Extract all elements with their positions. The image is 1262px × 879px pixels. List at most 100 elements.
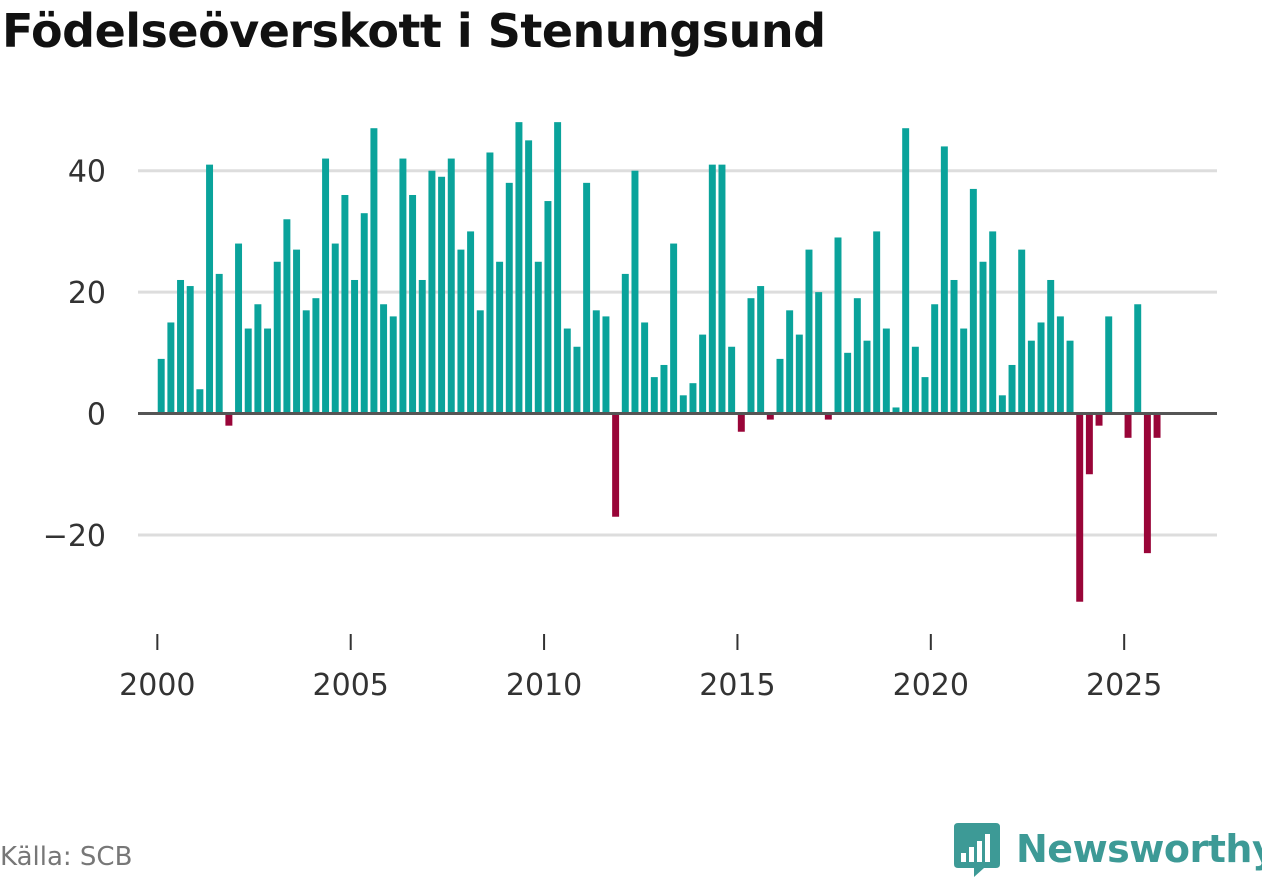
bar bbox=[612, 413, 620, 517]
x-tick-label: 2025 bbox=[1086, 668, 1162, 703]
bar bbox=[670, 243, 678, 414]
bar bbox=[892, 407, 900, 414]
y-tick-label: 0 bbox=[87, 398, 106, 433]
bar bbox=[699, 334, 707, 414]
bar bbox=[215, 273, 223, 414]
bar bbox=[998, 395, 1006, 414]
bar bbox=[331, 243, 339, 414]
bar bbox=[1085, 413, 1093, 475]
bar bbox=[747, 298, 755, 414]
bar bbox=[476, 310, 484, 414]
bars bbox=[157, 122, 1161, 602]
bar bbox=[786, 310, 794, 414]
bar bbox=[766, 413, 774, 420]
bar bbox=[554, 122, 562, 414]
bar bbox=[177, 279, 185, 414]
y-tick-label: −20 bbox=[43, 519, 106, 554]
x-tick-label: 2010 bbox=[506, 668, 582, 703]
bar bbox=[621, 273, 629, 414]
source-note: Källa: SCB bbox=[0, 842, 133, 872]
bar bbox=[1056, 316, 1064, 414]
bar bbox=[592, 310, 600, 414]
bar bbox=[1027, 340, 1035, 414]
bar bbox=[380, 304, 388, 414]
x-tick-label: 2000 bbox=[119, 668, 195, 703]
bar bbox=[679, 395, 687, 414]
bar bbox=[1124, 413, 1132, 438]
bar bbox=[718, 164, 726, 414]
bar bbox=[1143, 413, 1151, 554]
bar bbox=[950, 279, 958, 414]
bar bbox=[641, 322, 649, 414]
bar bbox=[341, 194, 349, 414]
bar bbox=[496, 261, 504, 414]
y-tick-label: 20 bbox=[68, 276, 106, 311]
bar bbox=[254, 304, 262, 414]
x-axis: 2000 2005 2010 2015 2020 2025 bbox=[119, 634, 1162, 703]
bar bbox=[196, 389, 204, 414]
bar bbox=[544, 201, 552, 414]
bar bbox=[882, 328, 890, 414]
bar bbox=[931, 304, 939, 414]
x-tick-label: 2015 bbox=[699, 668, 775, 703]
bar bbox=[1018, 249, 1026, 414]
bar bbox=[583, 182, 591, 414]
bar bbox=[1134, 304, 1142, 414]
bar bbox=[235, 243, 243, 414]
bar bbox=[360, 213, 368, 414]
bar bbox=[602, 316, 610, 414]
bar bbox=[689, 383, 697, 414]
bar bbox=[911, 346, 919, 414]
bar bbox=[834, 237, 842, 414]
bar bbox=[302, 310, 310, 414]
bar bbox=[264, 328, 272, 414]
bar bbox=[1008, 364, 1016, 414]
bar bbox=[1047, 279, 1055, 414]
brand-logo: Newsworthy bbox=[952, 820, 1262, 878]
bar bbox=[824, 413, 832, 420]
bar bbox=[428, 170, 436, 414]
bar bbox=[1076, 413, 1084, 602]
x-tick-label: 2020 bbox=[893, 668, 969, 703]
bar bbox=[438, 176, 446, 414]
bar bbox=[969, 188, 977, 414]
bar bbox=[708, 164, 716, 414]
y-tick-label: 40 bbox=[68, 155, 106, 190]
bar bbox=[960, 328, 968, 414]
bar bbox=[534, 261, 542, 414]
bar bbox=[650, 377, 658, 414]
bar bbox=[902, 128, 910, 414]
bar bbox=[863, 340, 871, 414]
bar bbox=[1037, 322, 1045, 414]
bar bbox=[844, 352, 852, 414]
bar bbox=[631, 170, 639, 414]
bar bbox=[873, 231, 881, 414]
bar bbox=[206, 164, 214, 414]
bar bbox=[225, 413, 233, 426]
bar bbox=[921, 377, 929, 414]
bar bbox=[563, 328, 571, 414]
bar bbox=[486, 152, 494, 414]
bar bbox=[776, 358, 784, 414]
bar bbox=[167, 322, 175, 414]
bar bbox=[457, 249, 465, 414]
x-tick-label: 2005 bbox=[313, 668, 389, 703]
bar bbox=[1066, 340, 1074, 414]
bar bbox=[273, 261, 281, 414]
bar bbox=[989, 231, 997, 414]
bar bbox=[312, 298, 320, 414]
bar bbox=[757, 286, 765, 414]
bar bbox=[157, 358, 165, 414]
bar bbox=[515, 122, 523, 414]
bar bbox=[283, 219, 291, 414]
bar bbox=[795, 334, 803, 414]
bar bbox=[737, 413, 745, 432]
bar bbox=[293, 249, 301, 414]
bar bbox=[505, 182, 513, 414]
bar bbox=[389, 316, 397, 414]
bar bbox=[1095, 413, 1103, 426]
bar bbox=[447, 158, 455, 414]
gridlines bbox=[138, 169, 1217, 537]
bar bbox=[322, 158, 330, 414]
